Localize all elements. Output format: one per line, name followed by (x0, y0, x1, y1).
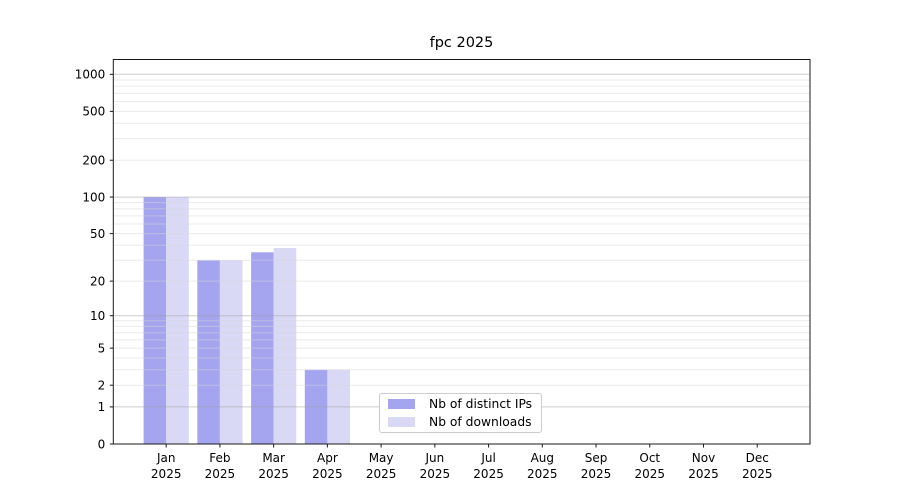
x-tick-label-year: 2025 (581, 467, 612, 481)
x-tick-label-month: Sep (585, 451, 608, 465)
bar (197, 260, 220, 444)
plot-border-rect (112, 59, 811, 445)
y-tick-label: 200 (82, 154, 105, 168)
x-tick-label-month: Jan (156, 451, 176, 465)
x-tick-label-year: 2025 (527, 467, 558, 481)
legend: Nb of distinct IPs Nb of downloads (379, 393, 542, 433)
y-axis: 0 1 2 5 10 20 50 100 200 500 1000 (75, 68, 114, 451)
legend-label-distinct-ips: Nb of distinct IPs (429, 397, 533, 411)
x-tick-label-year: 2025 (473, 467, 504, 481)
x-tick-label-year: 2025 (634, 467, 665, 481)
y-tick-label: 5 (98, 341, 106, 355)
legend-label-downloads: Nb of downloads (429, 415, 532, 429)
gridlines-minor (113, 79, 810, 386)
y-tick-label: 20 (90, 274, 105, 288)
x-tick-label-year: 2025 (205, 467, 236, 481)
x-tick-label-year: 2025 (688, 467, 719, 481)
x-tick-label-month: Oct (639, 451, 660, 465)
x-tick-label-month: Feb (209, 451, 230, 465)
y-tick-label: 10 (90, 309, 105, 323)
x-tick-label-year: 2025 (742, 467, 773, 481)
x-tick-label-year: 2025 (420, 467, 451, 481)
x-tick-label-month: Apr (317, 451, 338, 465)
y-tick-label: 100 (82, 190, 105, 204)
x-tick-label-year: 2025 (312, 467, 343, 481)
x-tick-label-year: 2025 (151, 467, 182, 481)
y-tick-label: 1 (98, 400, 106, 414)
legend-item-distinct-ips: Nb of distinct IPs (380, 397, 541, 412)
x-tick-label-month: Jun (424, 451, 444, 465)
x-tick-label-year: 2025 (366, 467, 397, 481)
y-tick-label: 0 (98, 437, 106, 451)
x-axis: Jan 2025 Feb 2025 Mar 2025 Apr 2025 May 2025 Jun 20… (151, 444, 773, 481)
plot-border (112, 59, 811, 445)
y-tick-label: 50 (90, 227, 105, 241)
bar (219, 260, 243, 444)
legend-swatch-downloads (388, 417, 415, 427)
x-tick-label-month: Nov (692, 451, 715, 465)
x-tick-label-month: Mar (262, 451, 285, 465)
bar (273, 248, 297, 444)
x-tick-label-month: Jul (480, 451, 495, 465)
x-tick-label-month: Aug (531, 451, 554, 465)
bars-downloads (166, 197, 350, 444)
chart-title: fpc 2025 (429, 35, 494, 51)
y-tick-label: 2 (98, 379, 106, 393)
x-tick-label-month: May (369, 451, 394, 465)
x-tick-label-month: Dec (746, 451, 769, 465)
y-tick-label: 1000 (75, 68, 106, 82)
x-tick-label-year: 2025 (258, 467, 289, 481)
y-tick-label: 500 (82, 105, 105, 119)
legend-item-downloads: Nb of downloads (380, 415, 541, 430)
legend-swatch-distinct-ips (388, 399, 415, 409)
